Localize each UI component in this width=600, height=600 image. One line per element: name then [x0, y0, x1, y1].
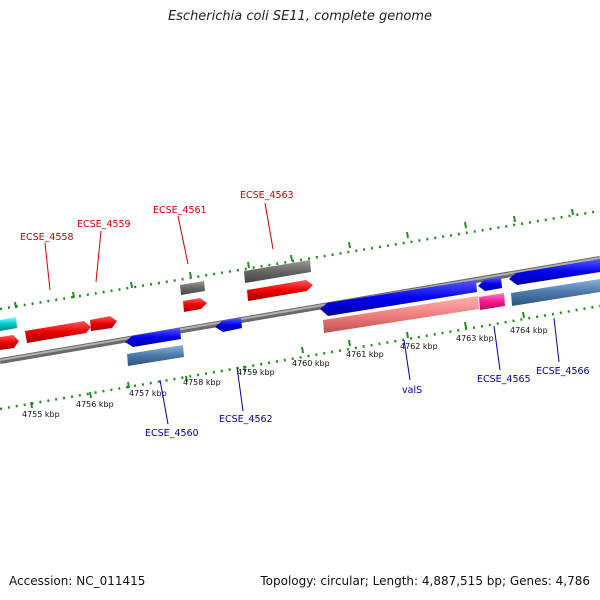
cds-arrow-ecse-4566[interactable]: [509, 259, 600, 285]
cds-arrow-ecse-4559[interactable]: [90, 316, 117, 331]
tick-label: 4757 kbp: [129, 389, 167, 398]
gene-label-ecse-4566[interactable]: ECSE_4566: [536, 366, 590, 377]
tick-label: 4761 kbp: [346, 350, 384, 359]
cds-arrow-ecse-4560[interactable]: [125, 328, 181, 347]
gene-label-ecse-4559[interactable]: ECSE_4559: [77, 219, 131, 230]
tick-label: 4760 kbp: [292, 359, 330, 368]
cds-arrow-ecse-4562[interactable]: [215, 318, 242, 332]
gray-feature-ecse-4563[interactable]: [244, 260, 311, 283]
accession-text: Accession: NC_011415: [9, 574, 146, 588]
map-title: Escherichia coli SE11, complete genome: [167, 9, 433, 24]
bottom-leader-lines: [159, 317, 560, 425]
tick-label: 4756 kbp: [76, 400, 114, 409]
bottom-tick-ruler: [0, 304, 600, 411]
top-leader-lines: [44, 202, 274, 291]
tick-label: 4758 kbp: [183, 378, 221, 387]
gene-label-ecse-4565[interactable]: ECSE_4565: [477, 374, 531, 385]
cds-arrow-ecse-4561[interactable]: [183, 298, 207, 312]
tick-label: 4763 kbp: [456, 334, 494, 343]
gene-label-ecse-4562[interactable]: ECSE_4562: [219, 414, 273, 425]
gene-label-vals[interactable]: valS: [402, 385, 422, 396]
steelblue-feature-ecse-4560[interactable]: [127, 345, 184, 366]
gene-label-ecse-4561[interactable]: ECSE_4561: [153, 205, 207, 216]
gene-label-ecse-4560[interactable]: ECSE_4560: [145, 428, 199, 439]
pink-feature-vals[interactable]: [323, 296, 479, 333]
genome-summary-text: Topology: circular; Length: 4,887,515 bp…: [260, 574, 590, 588]
tick-label: 4755 kbp: [22, 410, 60, 419]
tick-label: 4759 kbp: [237, 368, 275, 377]
gray-feature-ecse-4561[interactable]: [180, 281, 205, 295]
gene-label-ecse-4563[interactable]: ECSE_4563: [240, 190, 294, 201]
steelblue-feature-ecse-4566[interactable]: [511, 279, 600, 306]
cds-arrow-forward-partial[interactable]: [0, 335, 19, 350]
cds-arrow-ecse-4558[interactable]: [25, 321, 91, 343]
tick-label: 4764 kbp: [510, 326, 548, 335]
cds-arrow-ecse-4563[interactable]: [247, 280, 313, 301]
tick-label: 4762 kbp: [400, 342, 438, 351]
genome-backbone-highlight: [0, 257, 600, 361]
top-major-ticks: [14, 208, 574, 309]
cds-arrow-vals[interactable]: [320, 280, 477, 316]
gene-label-ecse-4558[interactable]: ECSE_4558: [20, 232, 74, 243]
cyan-feature-partial[interactable]: [0, 317, 17, 331]
cds-arrow-ecse-4565[interactable]: [478, 277, 502, 291]
magenta-feature[interactable]: [479, 293, 505, 310]
bottom-major-ticks: [30, 311, 525, 409]
